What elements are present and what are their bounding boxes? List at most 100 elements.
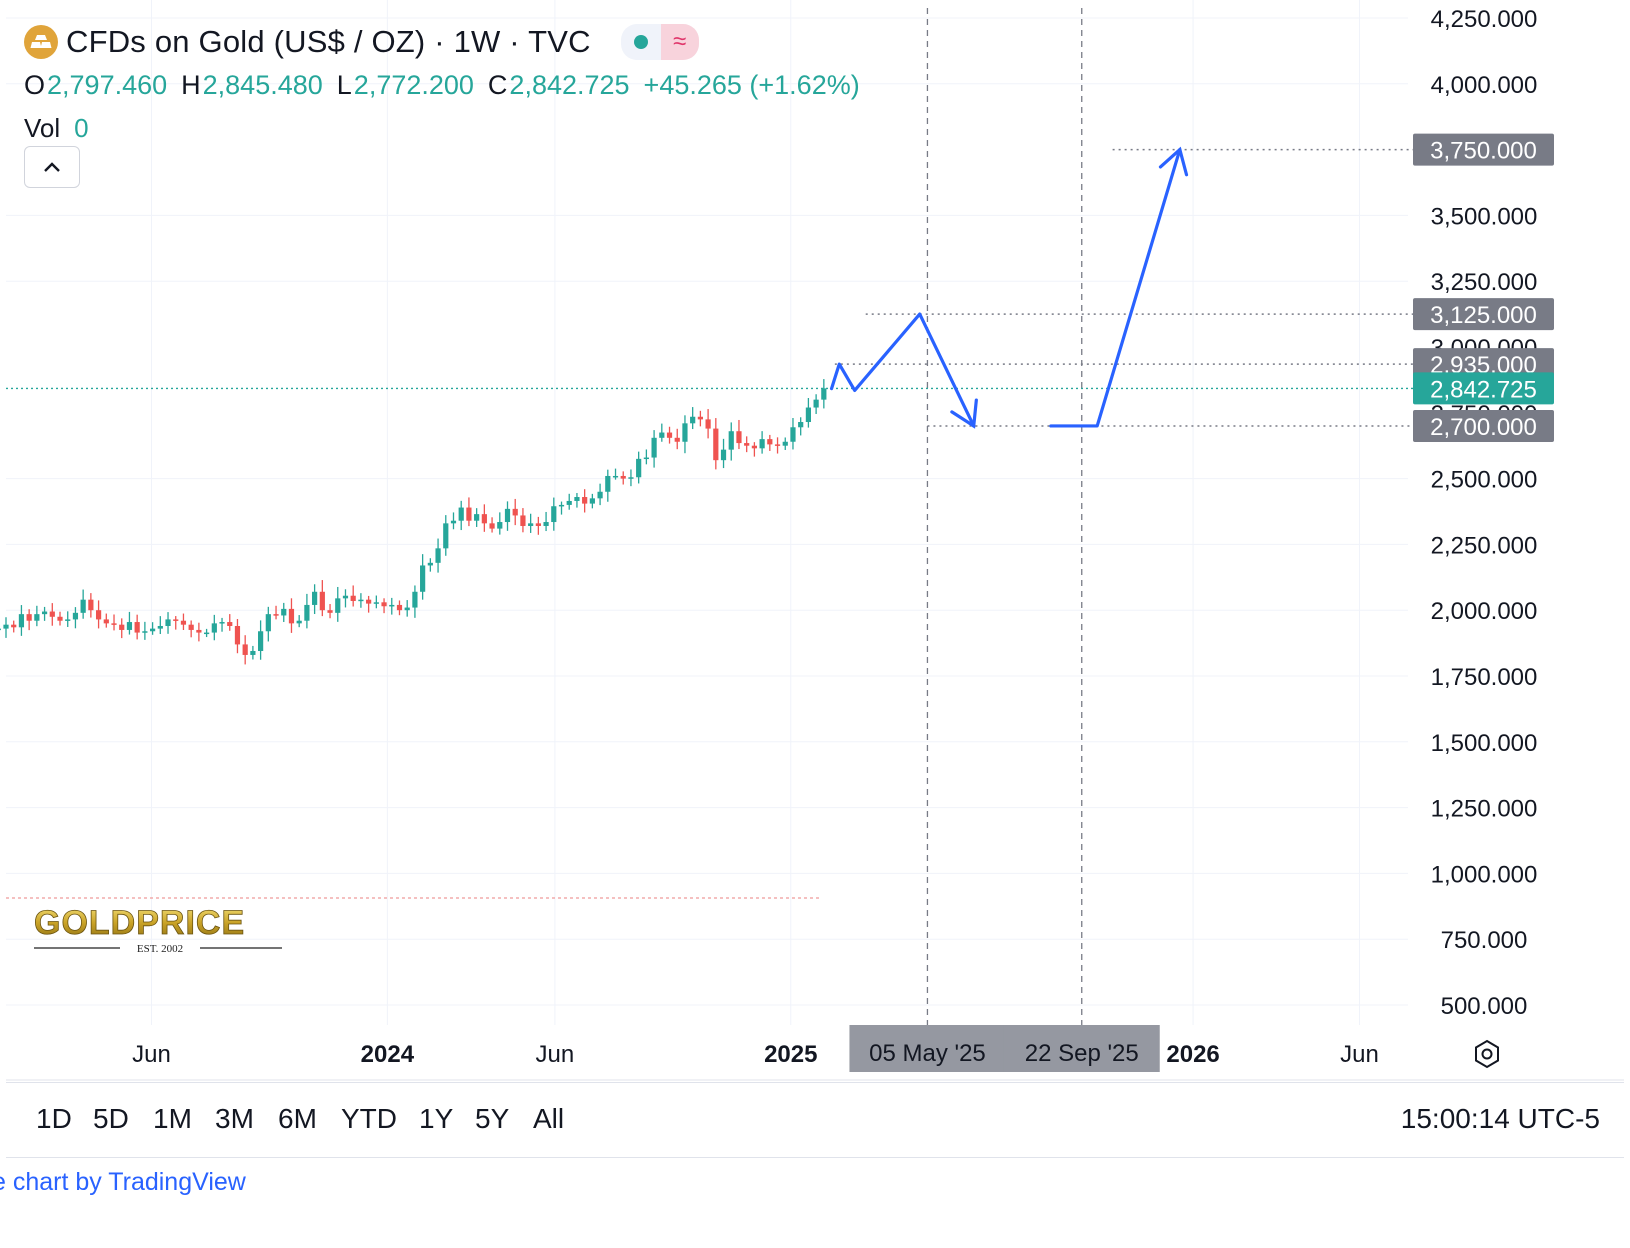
candle — [234, 619, 241, 654]
candle-body — [466, 507, 472, 521]
candle-body — [628, 477, 634, 479]
range-button-5y[interactable]: 5Y — [475, 1103, 510, 1134]
candle-body — [443, 523, 449, 549]
date-marker-label-bg — [849, 1025, 1006, 1072]
candle — [26, 609, 32, 631]
candle-body — [728, 431, 734, 450]
candle — [543, 511, 549, 532]
price-level-label-text: 3,750.000 — [1430, 138, 1537, 165]
candle — [49, 603, 55, 626]
candle-body — [404, 607, 410, 611]
price-level-label[interactable]: 3,125.000 — [1413, 298, 1554, 331]
candle-body — [528, 523, 534, 526]
candle-body — [412, 591, 418, 608]
candle — [412, 585, 418, 618]
candle-body — [358, 599, 364, 602]
candle — [612, 468, 619, 480]
price-level-label-text: 3,125.000 — [1430, 302, 1537, 329]
range-button-3m[interactable]: 3M — [215, 1103, 254, 1134]
candle — [720, 438, 727, 469]
candle-body — [157, 625, 163, 629]
candle-body — [720, 449, 727, 461]
attribution-link[interactable]: e chart by TradingView — [0, 1168, 246, 1196]
candle-body — [512, 508, 518, 516]
candle — [0, 628, 1, 631]
arrow-head-down — [950, 398, 978, 429]
candle — [682, 415, 688, 454]
logo-established: EST. 2002 — [137, 943, 183, 955]
candle-body — [790, 427, 796, 442]
candle — [728, 422, 734, 461]
candle — [589, 493, 595, 509]
candle — [196, 622, 202, 642]
candle — [312, 584, 318, 615]
market-status[interactable]: ≈ — [620, 24, 699, 60]
chevron-up-icon — [44, 162, 60, 172]
candle — [335, 586, 341, 622]
candle — [157, 616, 163, 635]
gold-bars-icon — [24, 25, 58, 59]
range-button-1m[interactable]: 1M — [153, 1103, 192, 1134]
chart-area[interactable]: 4,250.000 4,000.000 3,500.000 3,250.000 2,50… — [0, 0, 1630, 1130]
candle-body — [589, 498, 595, 504]
date-marker-label[interactable]: 05 May '25 — [849, 1025, 1006, 1072]
candle — [80, 589, 86, 619]
candle-body — [126, 622, 133, 630]
range-button-ytd[interactable]: YTD — [341, 1103, 397, 1134]
range-button-5d[interactable]: 5D — [93, 1103, 129, 1134]
symbol-title[interactable]: CFDs on Gold (US$ / OZ) · 1W · TVC — [66, 24, 591, 59]
candle-body — [504, 508, 511, 523]
candle — [95, 600, 102, 629]
low-label: L — [336, 70, 352, 100]
candle-body — [805, 407, 812, 423]
candle — [458, 500, 464, 531]
price-level-label[interactable]: 2,700.000 — [1413, 409, 1554, 442]
candle-body — [49, 611, 55, 617]
candle — [520, 508, 526, 533]
axis-settings-icon — [1475, 1039, 1499, 1069]
candle — [288, 598, 295, 633]
date-marker-label-bg — [1003, 1025, 1160, 1072]
chart-legend: CFDs on Gold (US$ / OZ) · 1W · TVC ≈ O 2,… — [24, 20, 874, 144]
candle-body — [111, 623, 117, 625]
range-button-1y[interactable]: 1Y — [419, 1103, 454, 1134]
candle-body — [273, 614, 279, 616]
candle-body — [3, 624, 9, 629]
candle — [666, 426, 673, 444]
price-tick-label: 4,000.000 — [1431, 72, 1538, 99]
candle-body — [219, 622, 225, 624]
candle — [366, 595, 372, 613]
candle — [474, 508, 480, 527]
price-tick-label: 1,500.000 — [1431, 730, 1538, 757]
price-chart[interactable]: 4,250.000 4,000.000 3,500.000 3,250.000 2,50… — [0, 0, 1630, 1082]
candle — [296, 615, 302, 628]
range-button-1d[interactable]: 1D — [36, 1103, 72, 1134]
time-axis: Jun 2024 Jun 2025 2026 Jun 05 May '25 22 Sep '2… — [6, 1025, 1624, 1081]
settings-gear-icon[interactable] — [1475, 1039, 1499, 1069]
time-tick-label: 2026 — [1166, 1041, 1219, 1068]
candle-body — [759, 439, 765, 449]
candle-body — [204, 632, 210, 635]
candle-body — [265, 614, 271, 632]
price-level-label[interactable]: 3,750.000 — [1413, 133, 1554, 166]
current-price-label-text: 2,842.725 — [1430, 376, 1537, 403]
date-marker-label[interactable]: 22 Sep '25 — [1003, 1025, 1160, 1072]
candle-body — [312, 591, 318, 605]
price-tick-label: 3,250.000 — [1431, 269, 1538, 296]
range-button-6m[interactable]: 6M — [278, 1103, 317, 1134]
volume-value: 0 — [74, 113, 89, 143]
range-toolbar: 1D 5D 1M 3M 6M YTD 1Y 5Y All 15:00:14 UTC-5 — [6, 1082, 1624, 1158]
candle-body — [450, 520, 457, 524]
price-tick-label: 2,500.000 — [1431, 467, 1538, 494]
candle — [134, 614, 140, 640]
candle-body — [643, 457, 649, 460]
candle — [3, 617, 9, 638]
candle-body — [366, 599, 372, 604]
candle-body — [774, 444, 781, 446]
collapse-legend-button[interactable] — [24, 146, 80, 188]
candle-body — [41, 611, 48, 615]
range-button-all[interactable]: All — [533, 1103, 565, 1134]
candle-body — [65, 619, 71, 621]
candle-body — [682, 423, 688, 442]
current-price-label-bg — [1413, 372, 1554, 405]
